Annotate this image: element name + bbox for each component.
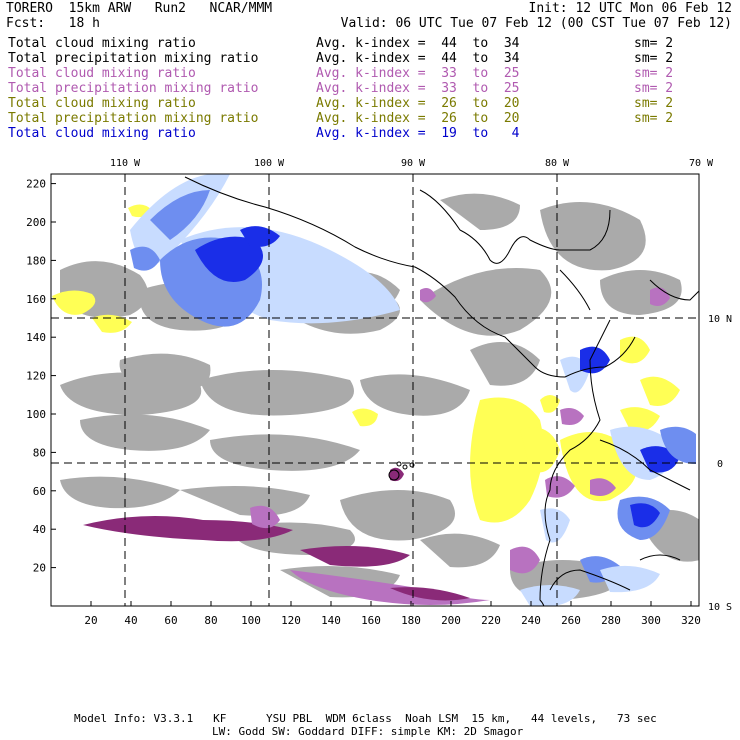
latitude-label: 0 xyxy=(717,459,723,470)
legend-field: Total precipitation mixing ratio xyxy=(8,81,259,96)
x-tick-label: 40 xyxy=(124,614,137,627)
x-tick-label: 220 xyxy=(481,614,501,627)
y-tick-label: 40 xyxy=(33,523,46,536)
legend-kidx: Avg. k-index = 33 to 25 xyxy=(316,81,520,96)
legend-field: Total precipitation mixing ratio xyxy=(8,51,259,66)
x-tick-label: 140 xyxy=(321,614,341,627)
valid-time: Valid: 06 UTC Tue 07 Feb 12 (00 CST Tue … xyxy=(340,16,732,31)
latitude-label: 10 S xyxy=(708,602,732,613)
legend-kidx: Avg. k-index = 19 to 4 xyxy=(316,126,520,141)
legend-kidx: Avg. k-index = 26 to 20 xyxy=(316,111,520,126)
legend-kidx: Avg. k-index = 44 to 34 xyxy=(316,51,520,66)
x-axis: 20 40 60 80 100 120 140 160 180 200 220 240 260 280 30… xyxy=(84,601,701,627)
longitude-label: 100 W xyxy=(254,158,285,169)
x-tick-label: 320 xyxy=(681,614,701,627)
y-tick-label: 160 xyxy=(26,293,46,306)
y-tick-label: 180 xyxy=(26,254,46,267)
y-axis: 220 200 180 160 140 120 100 80 60 40 20 xyxy=(26,178,56,575)
longitude-label: 80 W xyxy=(545,158,570,169)
y-tick-label: 140 xyxy=(26,331,46,344)
x-tick-label: 280 xyxy=(601,614,621,627)
legend-field: Total cloud mixing ratio xyxy=(8,36,196,51)
legend-field: Total cloud mixing ratio xyxy=(8,126,196,141)
forecast-hour: Fcst: 18 h xyxy=(6,16,100,31)
galapagos-islands xyxy=(388,461,415,481)
legend-field: Total cloud mixing ratio xyxy=(8,66,196,81)
model-title: TORERO 15km ARW Run2 NCAR/MMM xyxy=(6,1,273,16)
y-tick-label: 220 xyxy=(26,178,46,191)
legend-kidx: Avg. k-index = 33 to 25 xyxy=(316,66,520,81)
y-tick-label: 80 xyxy=(33,446,46,459)
x-tick-label: 120 xyxy=(281,614,301,627)
plot-frame xyxy=(50,173,700,607)
legend-sm: sm= 2 xyxy=(634,36,674,51)
latitude-labels: 10 N 0 10 S xyxy=(708,314,732,613)
y-tick-label: 20 xyxy=(33,562,46,575)
x-tick-label: 80 xyxy=(204,614,217,627)
legend-kidx: Avg. k-index = 26 to 20 xyxy=(316,96,520,111)
x-tick-label: 60 xyxy=(164,614,177,627)
x-tick-label: 20 xyxy=(84,614,97,627)
legend-sm: sm= 2 xyxy=(634,66,674,81)
legend-field: Total precipitation mixing ratio xyxy=(8,111,259,126)
legend-sm: sm= 2 xyxy=(634,111,674,126)
longitude-label: 90 W xyxy=(401,158,426,169)
x-tick-label: 180 xyxy=(401,614,421,627)
longitude-label: 70 W xyxy=(689,158,714,169)
purple-cloud-areas xyxy=(83,287,670,605)
longitude-label: 110 W xyxy=(110,158,141,169)
x-tick-label: 300 xyxy=(641,614,661,627)
x-tick-label: 200 xyxy=(441,614,461,627)
legend-field: Total cloud mixing ratio xyxy=(8,96,196,111)
x-tick-label: 100 xyxy=(241,614,261,627)
legend-sm: sm= 2 xyxy=(634,81,674,96)
graticule xyxy=(51,174,699,606)
legend-kidx: Avg. k-index = 44 to 34 xyxy=(316,36,520,51)
x-tick-label: 240 xyxy=(521,614,541,627)
longitude-labels: 110 W 100 W 90 W 80 W 70 W xyxy=(110,158,714,169)
latitude-label: 10 N xyxy=(708,314,732,325)
y-tick-label: 60 xyxy=(33,485,46,498)
coastline xyxy=(184,176,699,606)
model-info: Model Info: V3.3.1 KF YSU PBL WDM 6class… xyxy=(74,712,657,725)
blue-cloud-areas xyxy=(130,174,696,606)
cloud-field-layer xyxy=(52,174,699,606)
legend-sm: sm= 2 xyxy=(634,51,674,66)
y-tick-label: 100 xyxy=(26,408,46,421)
x-tick-label: 260 xyxy=(561,614,581,627)
y-tick-label: 120 xyxy=(26,370,46,383)
physics-info: LW: Godd SW: Goddard DIFF: simple KM: 2D… xyxy=(212,725,524,738)
y-tick-label: 200 xyxy=(26,216,46,229)
init-time: Init: 12 UTC Mon 06 Feb 12 xyxy=(528,1,733,16)
yellow-cloud-areas xyxy=(52,204,680,523)
legend-sm: sm= 2 xyxy=(634,96,674,111)
x-tick-label: 160 xyxy=(361,614,381,627)
